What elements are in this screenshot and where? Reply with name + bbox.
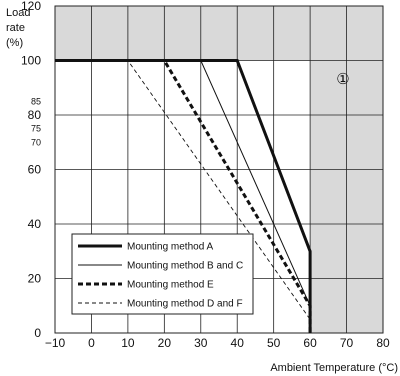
y-minor-tick-label: 85 <box>31 96 41 106</box>
y-tick-label: 80 <box>28 108 42 122</box>
series-lines <box>55 59 312 333</box>
plot-frame <box>54 5 384 334</box>
y-tick-label: 60 <box>28 163 42 177</box>
x-tick-label: 70 <box>340 336 354 350</box>
x-tick-label: 40 <box>231 336 245 350</box>
x-tick-label: −10 <box>45 336 66 350</box>
x-tick-label: 0 <box>88 336 95 350</box>
region-annotation-1: ① <box>336 71 349 88</box>
y-tick-label: 40 <box>28 217 42 231</box>
y-axis-label-line-3: (%) <box>6 37 23 49</box>
y-axis-label-line-1: Load <box>6 7 30 19</box>
x-tick-label: 30 <box>194 336 208 350</box>
x-tick-label: 10 <box>121 336 135 350</box>
legend-label-1: Mounting method A <box>127 242 213 253</box>
x-tick-label: 60 <box>303 336 317 350</box>
y-minor-tick-label: 75 <box>31 124 41 134</box>
x-axis-label: Ambient Temperature (°C) <box>270 362 398 374</box>
x-tick-label: 50 <box>267 336 281 350</box>
series-line-1 <box>55 59 312 333</box>
x-tick-label: 80 <box>376 336 390 350</box>
x-tick-label: 20 <box>158 336 172 350</box>
shaded-region-1 <box>55 6 383 61</box>
y-minor-tick-label: 70 <box>31 137 41 147</box>
legend-label-4: Mounting method D and F <box>127 299 243 310</box>
legend-label-3: Mounting method E <box>127 280 214 291</box>
y-tick-label: 0 <box>34 326 41 340</box>
y-tick-labels: 0 20 40 60 80 100 120 85 75 70 <box>21 0 41 340</box>
legend-label-2: Mounting method B and C <box>127 261 243 272</box>
y-tick-label: 120 <box>21 0 41 13</box>
legend: Mounting method A Mounting method B and C… <box>71 233 254 315</box>
y-tick-label: 100 <box>21 54 41 68</box>
y-tick-label: 20 <box>28 272 42 286</box>
x-tick-labels: −10 0 10 20 30 40 50 60 70 80 <box>45 336 390 350</box>
y-axis-label-line-2: rate <box>6 22 25 34</box>
